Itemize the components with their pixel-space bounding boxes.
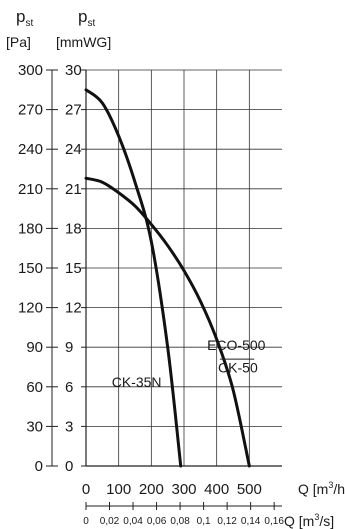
left-tick-label: 120 — [18, 300, 43, 317]
left-tick-label: 180 — [18, 220, 43, 237]
right-tick-label: 21 — [65, 181, 82, 198]
left-tick-label: 210 — [18, 181, 43, 198]
left-tick-label: 270 — [18, 102, 43, 119]
x-tick-label: 400 — [204, 481, 229, 498]
x2-tick-label: 0,1 — [197, 516, 211, 527]
x2-tick-label: 0 — [83, 516, 89, 527]
x-tick-label: 500 — [237, 481, 262, 498]
left-axis-ticks: 0 30 60 90 120 150 180 210 240 270 300 — [18, 62, 58, 475]
x2-tick-label: 0,12 — [217, 516, 237, 527]
annotations: CK-35N ECO-500 CK-50 — [112, 337, 266, 390]
series-line-1 — [84, 88, 183, 468]
right-axis-unit: [mmWG] — [56, 34, 111, 50]
right-tick-label: 6 — [65, 379, 73, 396]
right-tick-label: 30 — [65, 62, 82, 79]
right-axis-ticks: 0 3 6 9 12 15 18 21 24 27 30 — [65, 62, 86, 475]
series-group — [84, 88, 251, 468]
x-tick-label: 100 — [106, 481, 131, 498]
right-tick-label: 15 — [65, 260, 82, 277]
left-tick-label: 240 — [18, 141, 43, 158]
x2-tick-label: 0,04 — [123, 516, 143, 527]
x-tick-label: 200 — [139, 481, 164, 498]
left-tick-label: 30 — [26, 418, 43, 435]
x-axis-secondary-label: Q [m3/s] — [284, 512, 334, 529]
left-tick-label: 150 — [18, 260, 43, 277]
x-axis-ticks: 0 100 200 300 400 500 — [82, 481, 262, 498]
left-axis-symbol: pst — [16, 7, 33, 29]
x2-tick-label: 0,16 — [264, 516, 284, 527]
right-tick-label: 9 — [65, 339, 73, 356]
left-tick-label: 60 — [26, 379, 43, 396]
left-tick-label: 300 — [18, 62, 43, 79]
right-tick-label: 12 — [65, 300, 82, 317]
x-tick-label: 0 — [82, 481, 90, 498]
x2-tick-label: 0,14 — [241, 516, 261, 527]
right-axis-symbol: pst — [78, 7, 95, 29]
left-tick-label: 90 — [26, 339, 43, 356]
x2-tick-label: 0,06 — [147, 516, 167, 527]
left-tick-label: 0 — [35, 458, 43, 475]
x-axis-secondary-ticks: 0 0,02 0,04 0,06 0,08 0,1 0,12 0,14 0,16 — [83, 502, 284, 527]
annotation-label: CK-50 — [218, 359, 258, 375]
x2-tick-label: 0,02 — [100, 516, 120, 527]
left-axis-unit: [Pa] — [6, 34, 31, 50]
x-tick-label: 300 — [171, 481, 196, 498]
right-tick-label: 0 — [65, 458, 73, 475]
series-line-2 — [84, 176, 251, 468]
x-axis-label: Q [m3/h] — [298, 480, 345, 497]
annotation-label: CK-35N — [112, 374, 162, 390]
right-tick-label: 18 — [65, 220, 82, 237]
right-tick-label: 3 — [65, 418, 73, 435]
annotation-label: ECO-500 — [207, 337, 266, 353]
x2-tick-label: 0,08 — [170, 516, 190, 527]
right-tick-label: 24 — [65, 141, 82, 158]
right-tick-label: 27 — [65, 102, 82, 119]
